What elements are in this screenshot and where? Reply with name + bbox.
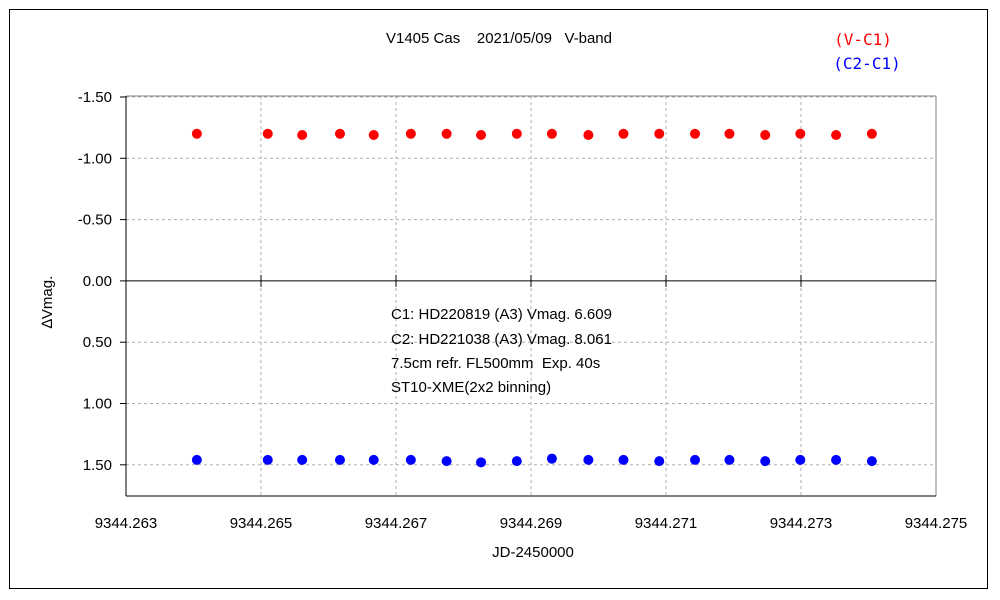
y-tick-label: 1.50	[83, 457, 112, 474]
annotation-line: ST10-XME(2x2 binning)	[391, 379, 551, 396]
chart-title: V1405 Cas 2021/05/09 V-band	[386, 30, 612, 47]
x-tick-label: 9344.263	[95, 515, 158, 532]
x-tick-label: 9344.275	[905, 515, 968, 532]
y-tick-label: 0.50	[83, 334, 112, 351]
annotation-block: C1: HD220819 (A3) Vmag. 6.609 C2: HD2210…	[391, 306, 612, 396]
x-axis-label: JD-2450000	[492, 544, 574, 561]
annotation-line: C1: HD220819 (A3) Vmag. 6.609	[391, 306, 612, 323]
legend-series-1: (V-C1)	[834, 30, 892, 49]
data-point-series-1	[191, 128, 202, 139]
x-tick-label: 9344.271	[635, 515, 698, 532]
data-point-series-2	[866, 456, 877, 467]
data-point-series-2	[618, 454, 629, 465]
data-point-series-2	[191, 454, 202, 465]
data-point-series-1	[476, 130, 487, 141]
data-point-series-1	[583, 130, 594, 141]
data-point-series-1	[441, 128, 452, 139]
annotation-line: C2: HD221038 (A3) Vmag. 8.061	[391, 331, 612, 348]
data-point-series-2	[654, 456, 665, 467]
x-tick-label: 9344.269	[500, 515, 563, 532]
data-point-series-1	[405, 128, 416, 139]
data-point-series-1	[724, 128, 735, 139]
data-point-series-2	[760, 456, 771, 467]
scatter-chart: -1.50 -1.00 -0.50 0.00 0.50 1.00 1.50 9344.263 9…	[39, 30, 967, 561]
x-tick-label: 9344.267	[365, 515, 428, 532]
data-point-series-1	[334, 128, 345, 139]
x-tick-label: 9344.265	[230, 515, 293, 532]
data-point-series-2	[831, 454, 842, 465]
y-axis-label: ∆Vmag.	[39, 276, 56, 329]
data-point-series-1	[297, 130, 308, 141]
data-point-series-2	[441, 456, 452, 467]
data-point-series-1	[690, 128, 701, 139]
chart-area: -1.50 -1.00 -0.50 0.00 0.50 1.00 1.50 9344.263 9…	[9, 9, 988, 589]
data-point-series-1	[866, 128, 877, 139]
y-tick-label: -1.50	[78, 89, 112, 106]
data-point-series-2	[368, 454, 379, 465]
y-tick-label: -1.00	[78, 150, 112, 167]
legend-series-2: (C2-C1)	[833, 54, 900, 73]
axes	[120, 95, 937, 497]
data-point-series-2	[297, 454, 308, 465]
data-point-series-2	[690, 454, 701, 465]
data-point-series-1	[831, 130, 842, 141]
data-point-series-1	[546, 128, 557, 139]
tick-labels: -1.50 -1.00 -0.50 0.00 0.50 1.00 1.50 9344.263 9…	[78, 89, 967, 532]
grid-lines	[126, 96, 936, 496]
data-point-series-1	[511, 128, 522, 139]
data-point-series-2	[583, 454, 594, 465]
data-point-series-1	[368, 130, 379, 141]
y-tick-label: 0.00	[83, 273, 112, 290]
annotation-line: 7.5cm refr. FL500mm Exp. 40s	[391, 355, 600, 372]
data-point-series-1	[760, 130, 771, 141]
y-tick-label: -0.50	[78, 212, 112, 229]
data-point-series-2	[334, 454, 345, 465]
data-point-series-2	[546, 453, 557, 464]
data-point-series-2	[795, 454, 806, 465]
data-point-series-2	[476, 457, 487, 468]
data-point-series-1	[618, 128, 629, 139]
data-point-series-2	[511, 456, 522, 467]
data-point-series-2	[262, 454, 273, 465]
data-point-series-2	[405, 454, 416, 465]
y-tick-label: 1.00	[83, 396, 112, 413]
data-point-series-1	[795, 128, 806, 139]
data-point-series-1	[262, 128, 273, 139]
data-point-series-1	[654, 128, 665, 139]
data-points	[191, 128, 877, 468]
x-tick-label: 9344.273	[770, 515, 833, 532]
data-point-series-2	[724, 454, 735, 465]
